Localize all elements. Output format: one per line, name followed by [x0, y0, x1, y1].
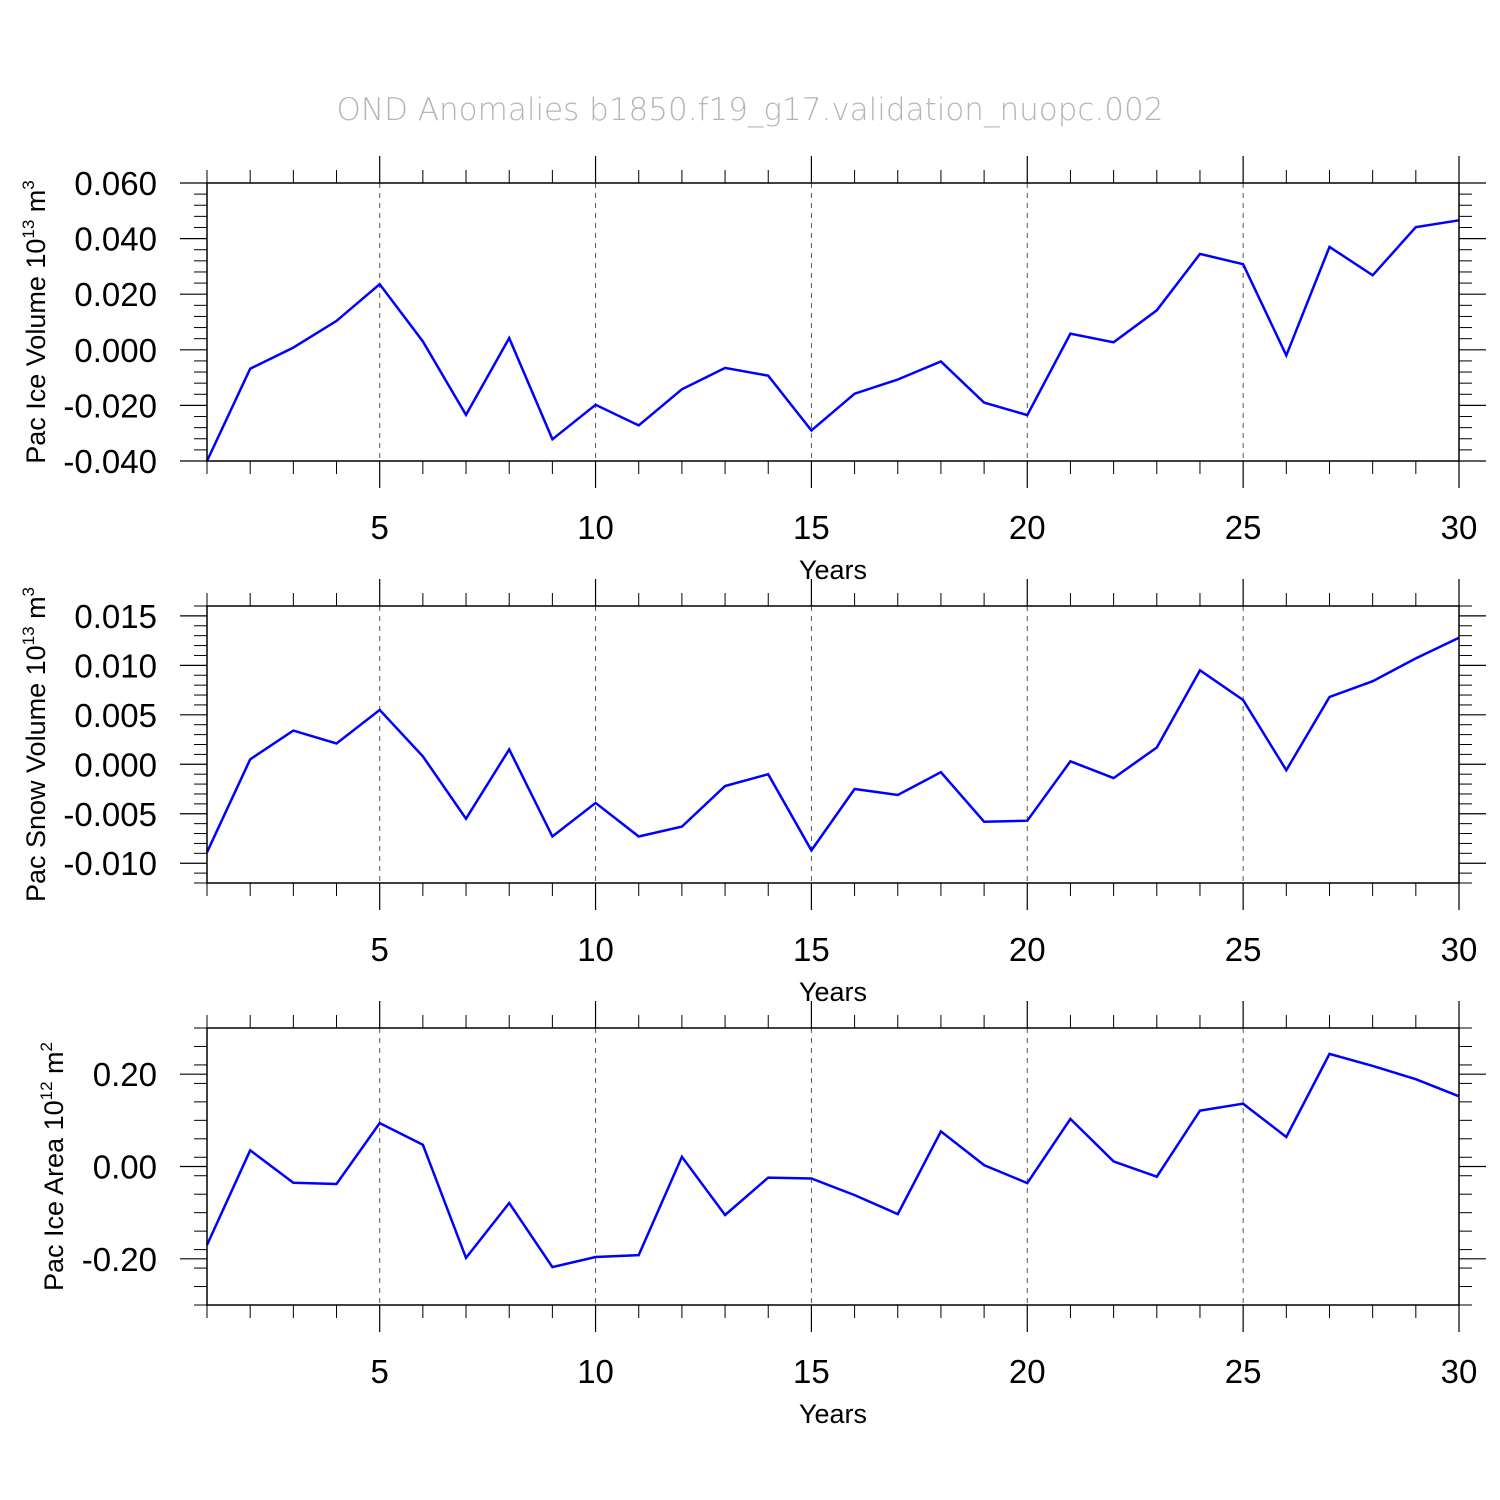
x-tick-label: 5: [371, 509, 389, 546]
x-tick-label: 30: [1441, 1353, 1478, 1390]
x-tick-label: 20: [1009, 509, 1046, 546]
y-axis-label: Pac Snow Volume 1013 m3: [19, 587, 51, 902]
panels: 5 10 15 20 25 30-0.040-0.0200.0000.0200.0400.…: [19, 156, 1486, 1429]
x-tick-label: 10: [577, 1353, 614, 1390]
y-axis-label-text: Pac Snow Volume 10: [21, 645, 51, 902]
y-axis-label-unit-exponent: 3: [19, 587, 38, 596]
y-tick-label: 0.000: [74, 332, 157, 369]
y-axis-label: Pac Ice Area 1012 m2: [37, 1042, 69, 1291]
y-tick-label: 0.060: [74, 165, 157, 202]
x-tick-label: 15: [793, 1353, 830, 1390]
panel-3: 5 10 15 20 25 30 -0.20 0.00 0.20 Years Pac Ice Are…: [37, 1001, 1486, 1429]
y-axis-label-unit-exponent: 2: [37, 1042, 56, 1051]
y-axis-label-exponent: 12: [37, 1081, 56, 1100]
x-tick-label: 10: [577, 509, 614, 546]
y-tick-label: 0.010: [74, 647, 157, 684]
x-tick-label: 15: [793, 931, 830, 968]
x-tick-label: 15: [793, 509, 830, 546]
x-tick-label: 30: [1441, 509, 1478, 546]
x-axis-label: Years: [799, 1399, 867, 1429]
y-axis-label: Pac Ice Volume 1013 m3: [19, 180, 51, 464]
y-tick-label: 0.00: [93, 1149, 157, 1186]
y-tick-label: 0.005: [74, 697, 157, 734]
y-axis-label-unit: m: [39, 1051, 69, 1081]
x-tick-label: 20: [1009, 931, 1046, 968]
series-line: [205, 1052, 1460, 1269]
x-tick-label: 25: [1225, 931, 1262, 968]
y-tick-label: -0.005: [63, 796, 157, 833]
y-tick-label: 0.000: [74, 746, 157, 783]
y-axis-label-unit: m: [21, 596, 51, 626]
x-tick-label: 20: [1009, 1353, 1046, 1390]
y-axis-label-unit: m: [21, 190, 51, 220]
panel-2: 5 10 15 20 25 30 -0.010 -0.005 0.000 0.005 0.010 0.…: [19, 579, 1486, 1007]
plot-frame: [206, 182, 1460, 462]
panel-1: 5 10 15 20 25 30 -0.040 -0.020 0.000 0.020 0.040 0.…: [19, 156, 1486, 585]
series-line: [205, 219, 1460, 462]
y-axis-label-exponent: 13: [19, 626, 38, 645]
y-tick-label: -0.020: [63, 387, 157, 424]
x-tick-label: 5: [371, 931, 389, 968]
y-tick-label: -0.040: [63, 443, 157, 480]
y-tick-label: 0.020: [74, 276, 157, 313]
x-tick-label: 25: [1225, 509, 1262, 546]
y-tick-label: 0.015: [74, 598, 157, 635]
x-tick-label: 30: [1441, 931, 1478, 968]
x-axis-label: Years: [799, 555, 867, 585]
series-line: [205, 636, 1460, 853]
y-tick-label: 0.040: [74, 221, 157, 258]
y-tick-label: 0.20: [93, 1056, 157, 1093]
chart-title: OND Anomalies b1850.f19_g17.validation_n…: [337, 92, 1164, 128]
y-axis-label-text: Pac Ice Area 10: [39, 1100, 69, 1291]
y-axis-label-unit-exponent: 3: [19, 180, 38, 189]
y-tick-label: -0.20: [82, 1241, 157, 1278]
x-axis-label: Years: [799, 977, 867, 1007]
y-axis-label-exponent: 13: [19, 220, 38, 239]
y-tick-label: -0.010: [63, 845, 157, 882]
x-tick-label: 10: [577, 931, 614, 968]
x-tick-label: 25: [1225, 1353, 1262, 1390]
y-axis-label-text: Pac Ice Volume 10: [21, 239, 51, 464]
x-tick-label: 5: [371, 1353, 389, 1390]
